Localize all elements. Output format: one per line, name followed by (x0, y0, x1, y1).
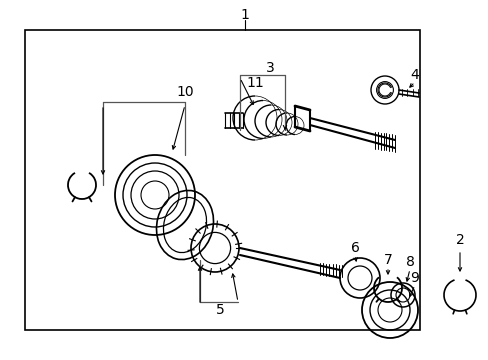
Text: 1: 1 (240, 8, 249, 22)
Bar (25, 30, 419, 330)
Text: 10: 10 (176, 85, 193, 99)
Text: 2: 2 (455, 233, 464, 247)
Text: 7: 7 (383, 253, 391, 267)
Text: 9: 9 (410, 271, 419, 285)
Text: 8: 8 (405, 255, 414, 269)
Text: 6: 6 (350, 241, 359, 255)
Text: 3: 3 (265, 61, 274, 75)
Text: 11: 11 (245, 76, 264, 90)
Text: 5: 5 (215, 303, 224, 317)
Text: 4: 4 (410, 68, 419, 82)
